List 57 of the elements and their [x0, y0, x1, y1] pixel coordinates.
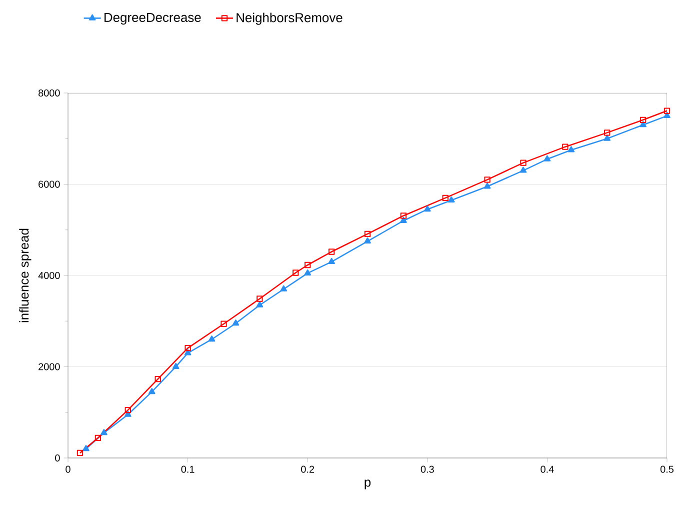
point	[292, 270, 299, 276]
legend-label: NeighborsRemove	[236, 12, 342, 25]
point	[232, 320, 240, 326]
point	[172, 362, 180, 369]
point	[100, 429, 108, 436]
point	[154, 376, 161, 382]
point	[442, 194, 448, 202]
point	[448, 196, 455, 202]
x-tick-label: 0.1	[181, 466, 194, 473]
x-tick-label: 0.4	[540, 466, 554, 473]
point	[640, 116, 646, 124]
point	[562, 144, 568, 150]
x-tick-label: 0.5	[660, 466, 674, 473]
point	[256, 301, 264, 308]
point	[148, 388, 156, 394]
point	[424, 205, 431, 212]
point	[76, 450, 84, 456]
y-tick-label: 8000	[38, 89, 60, 97]
point	[520, 166, 527, 173]
point	[604, 134, 611, 141]
point	[364, 237, 371, 244]
point	[184, 349, 192, 356]
point	[484, 182, 491, 189]
point	[364, 230, 371, 238]
point	[400, 212, 407, 219]
point	[124, 406, 131, 414]
point	[94, 434, 102, 441]
point	[484, 176, 490, 183]
point	[328, 258, 335, 264]
point	[664, 108, 670, 114]
point	[640, 121, 646, 128]
legend-label: DegreeDecrease	[104, 12, 201, 25]
y-axis-title: influence spread	[19, 228, 32, 322]
point	[256, 296, 263, 302]
point	[568, 146, 575, 152]
point	[544, 155, 551, 162]
point	[304, 269, 312, 276]
point	[328, 248, 335, 255]
x-axis-title: p	[364, 480, 371, 490]
point	[208, 336, 216, 342]
y-tick-label: 4000	[38, 272, 60, 280]
point	[400, 216, 407, 223]
point	[604, 130, 610, 136]
x-tick-label: 0.3	[420, 466, 434, 473]
point	[124, 410, 132, 417]
point	[184, 344, 191, 352]
point	[220, 320, 227, 327]
point	[304, 262, 311, 268]
point	[82, 445, 90, 452]
y-tick-label: 0	[55, 454, 60, 462]
x-tick-label: 0.2	[301, 466, 314, 473]
y-tick-label: 2000	[38, 363, 60, 370]
point	[520, 160, 526, 166]
x-tick-label: 0	[66, 466, 70, 473]
point	[280, 285, 288, 292]
y-tick-label: 6000	[38, 180, 60, 188]
point	[664, 112, 670, 118]
